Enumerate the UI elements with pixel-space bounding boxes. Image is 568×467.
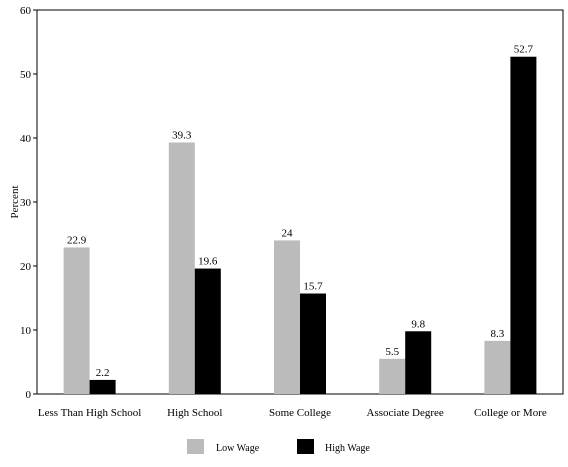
bar-high-wage <box>405 331 432 394</box>
y-axis: 0 10 20 30 40 50 60 <box>20 5 37 401</box>
data-label: 39.3 <box>172 129 192 141</box>
legend: Low Wage High Wage <box>187 439 370 454</box>
bars <box>63 56 537 394</box>
data-label: 2.2 <box>96 367 110 379</box>
data-label: 22.9 <box>67 234 87 246</box>
y-tick-label: 50 <box>20 69 32 81</box>
x-axis-labels: Less Than High School High School Some Col… <box>38 407 547 419</box>
x-tick-label: College or More <box>474 407 547 419</box>
x-tick-label: High School <box>167 407 222 419</box>
data-label: 5.5 <box>385 346 399 358</box>
data-label: 24 <box>282 227 294 239</box>
x-tick-label: Associate Degree <box>367 407 444 419</box>
bar-low-wage <box>168 142 195 394</box>
y-tick-label: 10 <box>20 325 32 337</box>
legend-label: High Wage <box>325 443 370 454</box>
legend-swatch-low-wage <box>187 439 204 454</box>
y-tick-label: 0 <box>26 389 32 401</box>
bar-low-wage <box>63 247 90 394</box>
legend-label: Low Wage <box>216 443 260 454</box>
bar-high-wage <box>89 379 116 394</box>
y-tick-label: 40 <box>20 133 32 145</box>
data-label: 19.6 <box>198 256 218 268</box>
legend-swatch-high-wage <box>297 439 314 454</box>
bar-low-wage <box>274 240 300 394</box>
y-tick-label: 30 <box>20 197 32 209</box>
y-tick-label: 60 <box>20 5 32 17</box>
bar-high-wage <box>300 293 326 394</box>
y-axis-title: Percent <box>9 186 21 219</box>
bar-low-wage <box>484 340 511 394</box>
x-tick-label: Less Than High School <box>38 407 141 419</box>
data-label: 15.7 <box>303 281 323 293</box>
data-labels: 22.9 2.2 39.3 19.6 24 15.7 5.5 9.8 8.3 52.7 <box>67 44 534 379</box>
data-label: 8.3 <box>491 328 505 340</box>
data-label: 52.7 <box>514 44 534 56</box>
x-tick-label: Some College <box>269 407 331 419</box>
bar-high-wage <box>510 56 537 394</box>
bar-low-wage <box>379 358 406 394</box>
data-label: 9.8 <box>411 318 425 330</box>
bar-high-wage <box>194 268 221 394</box>
y-tick-label: 20 <box>20 261 32 273</box>
